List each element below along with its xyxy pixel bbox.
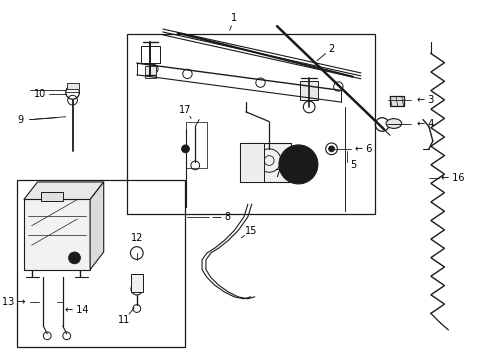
Text: 10: 10 [34,89,46,99]
Bar [240,143,264,182]
Text: 12: 12 [130,233,142,243]
Text: 9: 9 [17,114,23,125]
Circle shape [181,145,189,153]
Bar [300,81,317,100]
Polygon shape [90,182,103,270]
Bar [66,83,79,89]
Text: 7: 7 [273,169,279,179]
Bar [41,192,62,202]
Bar [389,96,403,106]
Polygon shape [24,182,103,199]
Text: 2: 2 [328,44,334,54]
Bar [131,274,142,292]
Text: 5: 5 [349,161,355,170]
Bar [17,180,184,347]
Text: 15: 15 [244,226,256,236]
Text: ← 14: ← 14 [64,306,88,315]
Text: ← 3: ← 3 [416,95,434,105]
Text: 17: 17 [179,105,191,115]
Text: ← 6: ← 6 [354,144,371,154]
Bar [24,199,90,270]
Bar [185,122,206,168]
Text: 13 →: 13 → [2,297,26,307]
Circle shape [328,146,334,152]
Bar [127,34,375,214]
Bar [240,143,290,182]
Text: — 8: — 8 [211,212,230,222]
Bar [141,46,160,63]
Circle shape [68,252,80,264]
Circle shape [278,145,317,184]
Text: 1: 1 [231,13,237,23]
Text: ← 4: ← 4 [416,118,434,129]
Ellipse shape [386,119,401,129]
Text: ← 16: ← 16 [440,173,463,183]
Bar [144,66,156,78]
Text: 11: 11 [118,315,130,325]
